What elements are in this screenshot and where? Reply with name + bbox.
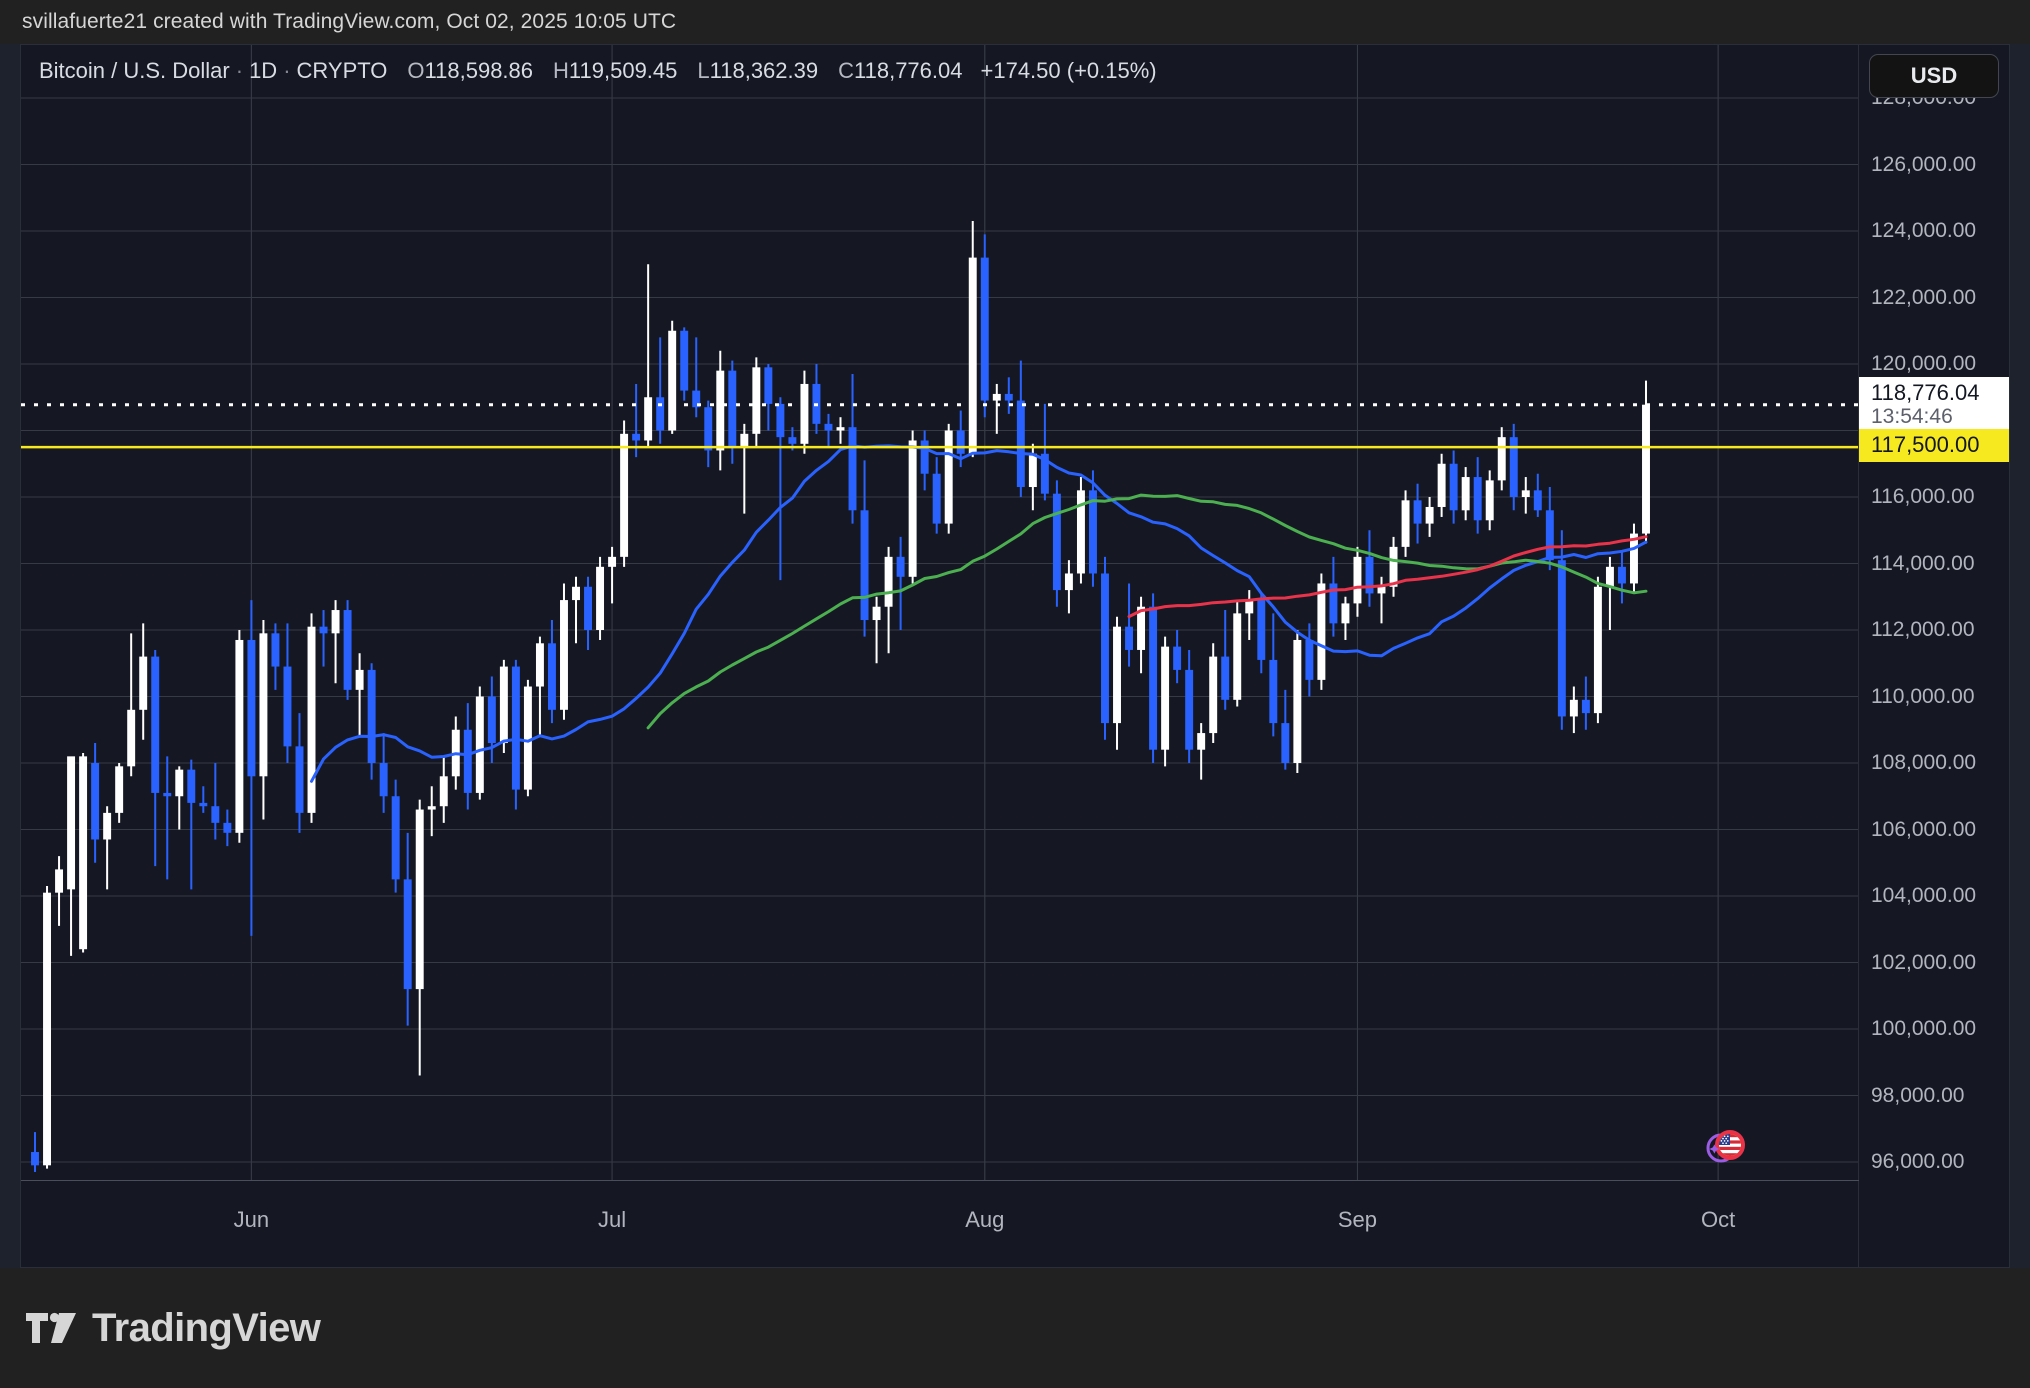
tradingview-logo[interactable]: TradingView bbox=[26, 1305, 321, 1351]
ohlc-open-key: O bbox=[407, 58, 425, 83]
price-change: +174.50 (+0.15%) bbox=[980, 58, 1157, 83]
price-axis[interactable]: USD 128,000.00126,000.00124,000.00122,00… bbox=[1858, 45, 2009, 1267]
ohlc-high: H119,509.45 bbox=[553, 58, 677, 84]
price-axis-tick: 114,000.00 bbox=[1871, 551, 1975, 575]
price-axis-tick: 106,000.00 bbox=[1871, 817, 1977, 841]
ohlc-high-key: H bbox=[553, 58, 569, 83]
chart-series bbox=[21, 221, 1859, 1172]
bar-countdown: 13:54:46 bbox=[1871, 405, 1953, 429]
ohlc-low-value: 118,362.39 bbox=[709, 58, 819, 83]
price-axis-tick: 122,000.00 bbox=[1871, 285, 1977, 309]
price-axis-tick: 110,000.00 bbox=[1871, 684, 1975, 708]
ohlc-low-key: L bbox=[697, 58, 710, 83]
price-axis-tick: 98,000.00 bbox=[1871, 1083, 1965, 1107]
price-axis-tick: 124,000.00 bbox=[1871, 219, 1977, 242]
price-axis-tick: 120,000.00 bbox=[1871, 352, 1977, 375]
symbol-sep-2: · bbox=[283, 58, 291, 83]
price-axis-tick: 104,000.00 bbox=[1871, 884, 1977, 907]
symbol-name[interactable]: Bitcoin / U.S. Dollar bbox=[39, 58, 230, 83]
time-axis-tick: Sep bbox=[1337, 1207, 1378, 1232]
price-axis-tick: 96,000.00 bbox=[1871, 1150, 1965, 1173]
time-axis-tick: Oct bbox=[1701, 1207, 1736, 1232]
time-axis-tick: Jun bbox=[233, 1207, 270, 1232]
ohlc-open: O118,598.86 bbox=[407, 58, 533, 84]
symbol-header: Bitcoin / U.S. Dollar · 1D · CRYPTO O118… bbox=[21, 45, 1859, 97]
attribution-text: svillafuerte21 created with TradingView.… bbox=[22, 10, 677, 33]
price-axis-tick: 126,000.00 bbox=[1871, 152, 1977, 176]
tradingview-mark-icon bbox=[26, 1312, 76, 1343]
time-axis-tick: Aug bbox=[965, 1207, 1005, 1232]
footer-bar: TradingView bbox=[0, 1268, 2030, 1388]
symbol-exchange: CRYPTO bbox=[296, 58, 388, 83]
ohlc-close: C118,776.04 bbox=[838, 58, 962, 84]
attribution-bar: svillafuerte21 created with TradingView.… bbox=[0, 0, 2030, 44]
level-price-label[interactable]: 117,500.00 bbox=[1859, 429, 2009, 463]
time-axis[interactable]: Jun Jul Aug Sep Oct bbox=[21, 1180, 1859, 1267]
ohlc-close-key: C bbox=[838, 58, 855, 83]
tradingview-wordmark: TradingView bbox=[92, 1305, 321, 1350]
price-axis-tick: 100,000.00 bbox=[1871, 1017, 1977, 1040]
ohlc-open-value: 118,598.86 bbox=[424, 58, 534, 83]
price-axis-tick: 108,000.00 bbox=[1871, 751, 1977, 774]
us-flag-economic-event-icon[interactable] bbox=[1704, 1123, 1750, 1169]
symbol-interval[interactable]: 1D bbox=[249, 58, 278, 83]
time-axis-tick: Jul bbox=[598, 1207, 627, 1232]
currency-badge[interactable]: USD bbox=[1869, 54, 1999, 98]
ohlc-high-value: 119,509.45 bbox=[568, 58, 678, 83]
chart-frame: Bitcoin / U.S. Dollar · 1D · CRYPTO O118… bbox=[20, 44, 2010, 1268]
price-axis-tick: 116,000.00 bbox=[1871, 485, 1975, 508]
ohlc-close-value: 118,776.04 bbox=[854, 58, 963, 83]
price-axis-tick: 102,000.00 bbox=[1871, 950, 1977, 974]
symbol-sep-1: · bbox=[235, 58, 244, 83]
last-price-label[interactable]: 118,776.04 13:54:46 bbox=[1859, 376, 2009, 434]
price-axis-tick: 112,000.00 bbox=[1871, 618, 1975, 641]
ohlc-low: L118,362.39 bbox=[697, 58, 818, 84]
price-plot[interactable] bbox=[21, 45, 1859, 1180]
last-price-value: 118,776.04 bbox=[1871, 379, 1980, 405]
